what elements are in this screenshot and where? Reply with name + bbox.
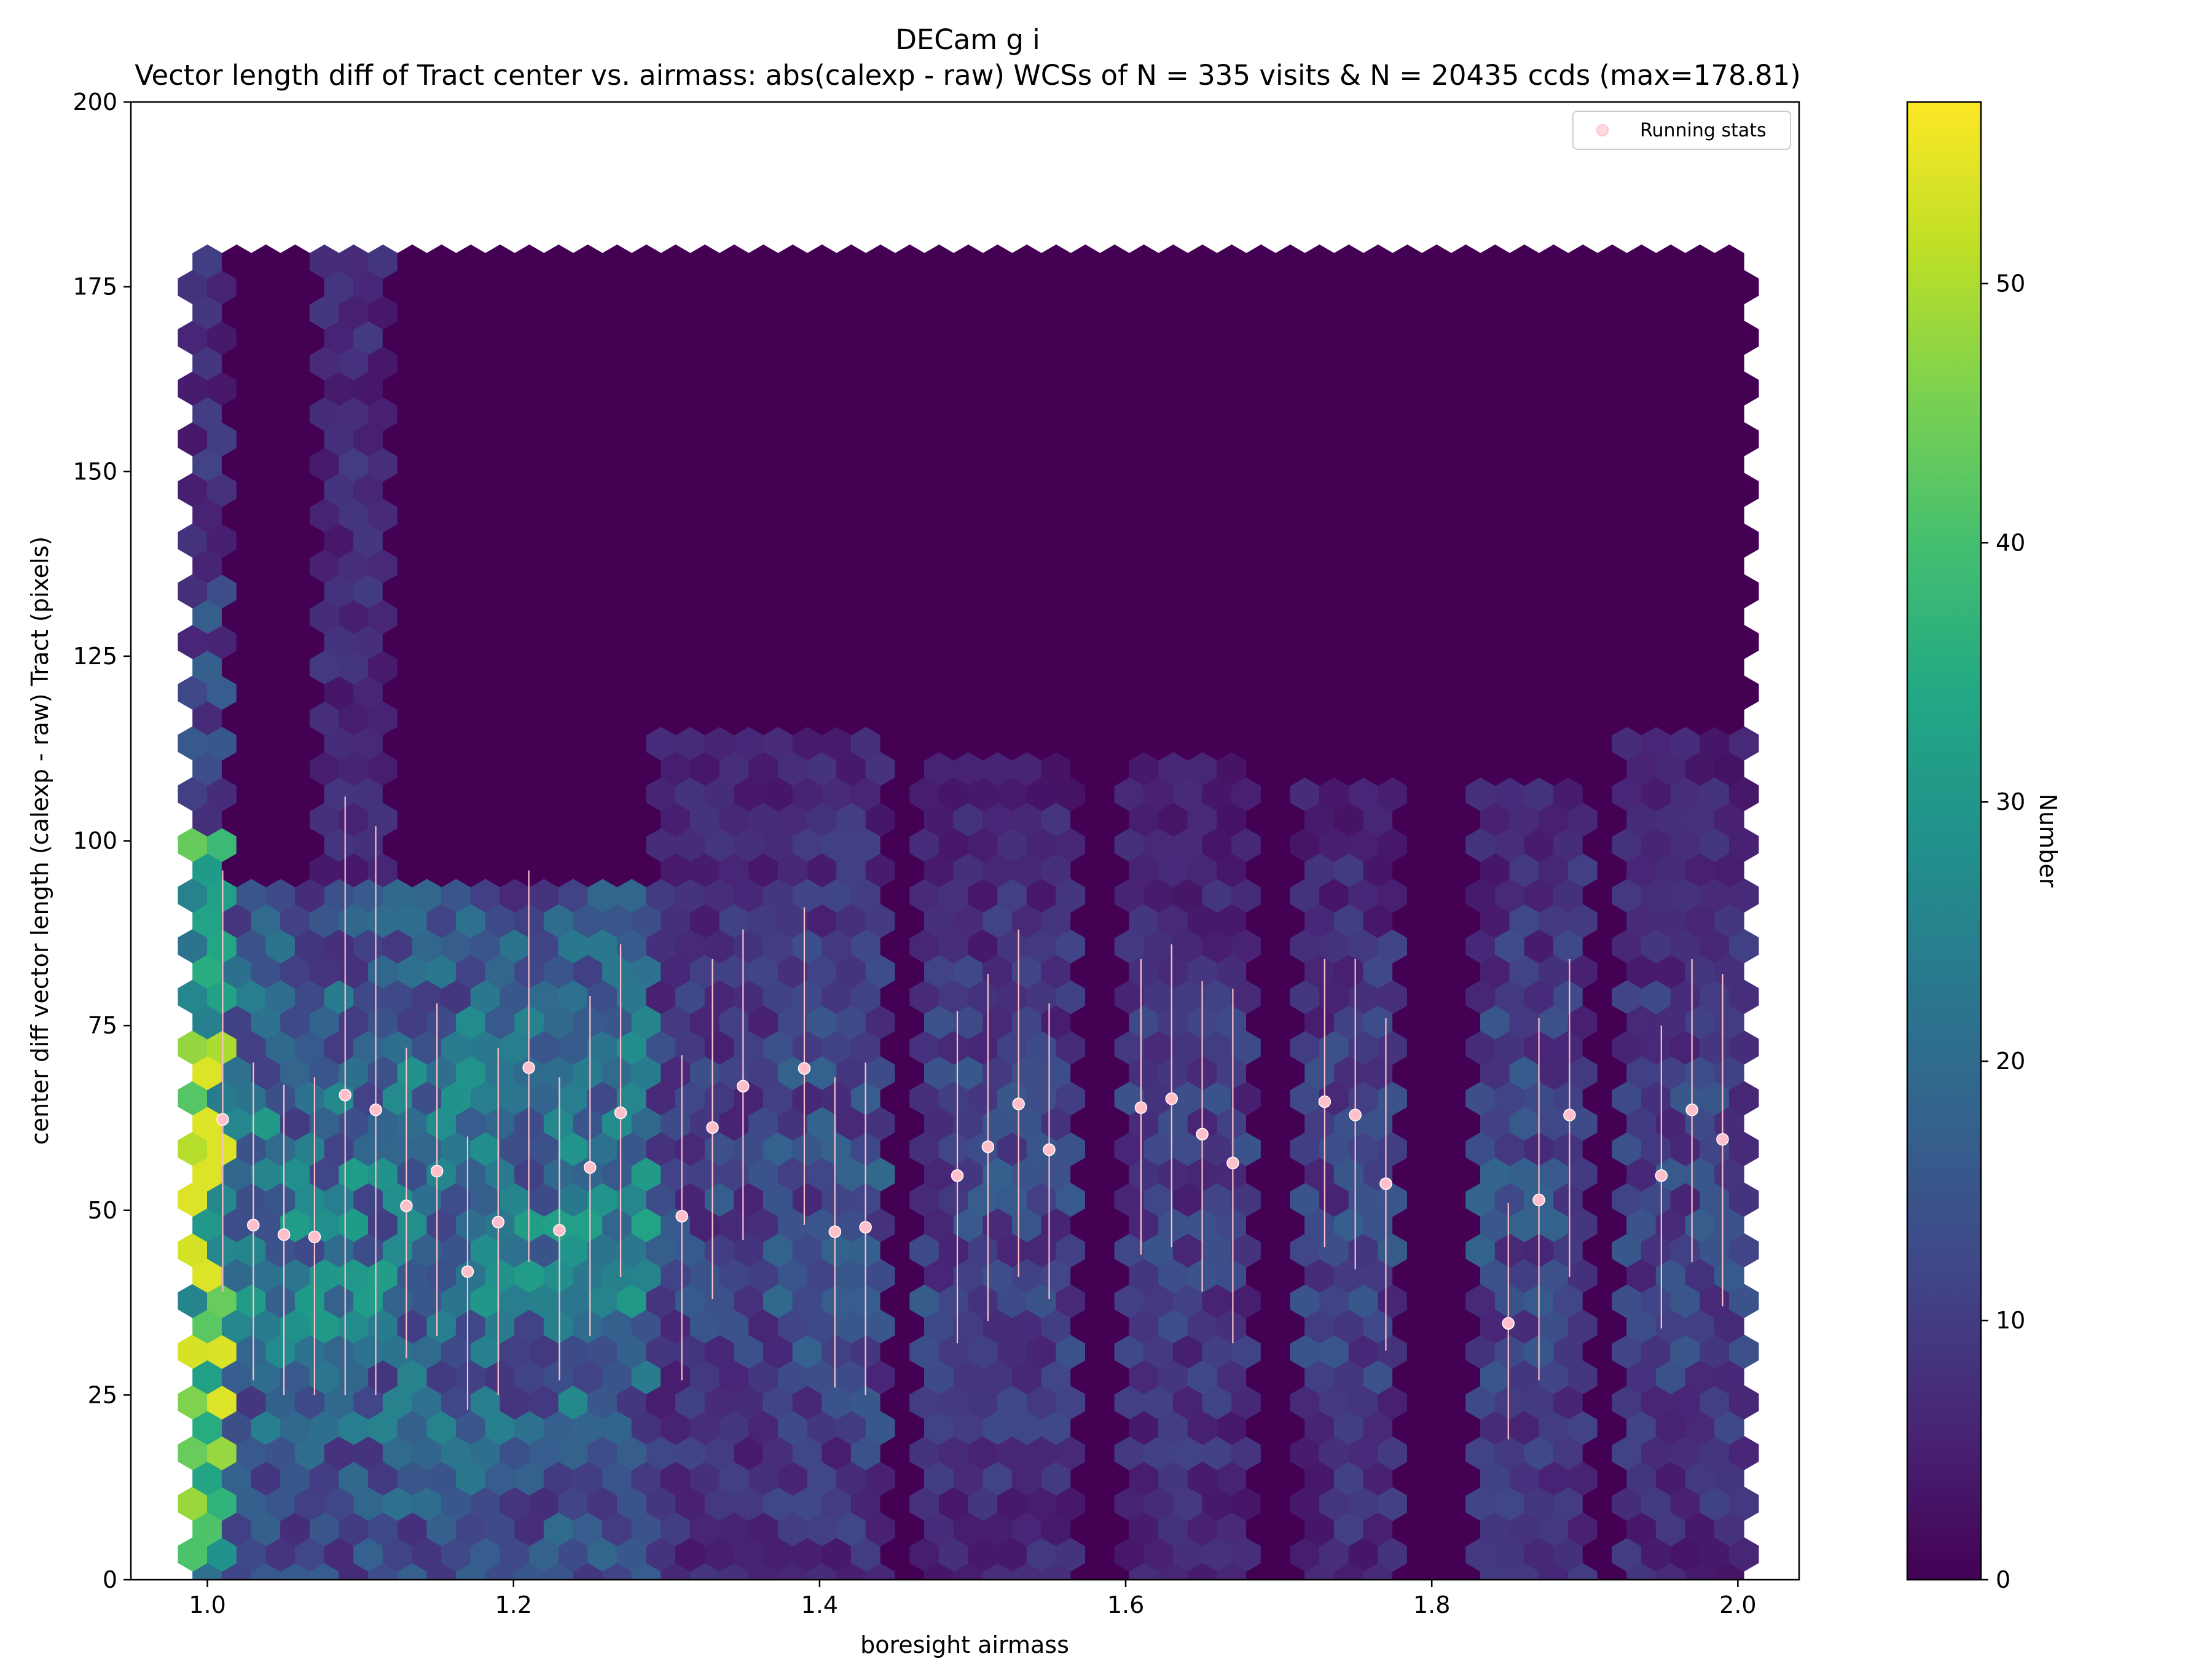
running-stat-point (1226, 1156, 1239, 1170)
colorbar-gradient (1906, 101, 1982, 1581)
running-stat-point (981, 1140, 995, 1153)
running-stat-point (308, 1230, 321, 1244)
running-stat-point (1685, 1103, 1698, 1116)
running-stat-point (1379, 1177, 1392, 1190)
running-stat-point (277, 1228, 291, 1241)
colorbar-label: Number (2034, 794, 2061, 888)
running-stat-point (828, 1225, 842, 1238)
running-stat-point (951, 1169, 964, 1182)
running-stat-point (430, 1164, 444, 1178)
running-stat-point (737, 1080, 750, 1092)
running-stat-point (1134, 1101, 1148, 1114)
running-stat-point (1043, 1143, 1056, 1156)
y-axis-label: center diff vector length (calexp - raw)… (26, 536, 53, 1145)
x-tick-label: 1.8 (1413, 1591, 1450, 1618)
running-stat-point (492, 1215, 505, 1229)
colorbar-tick-label: 30 (1996, 788, 2025, 815)
colorbar-tick-label: 40 (1996, 529, 2025, 556)
hex-cell (1714, 244, 1744, 280)
y-tick-label: 100 (73, 828, 117, 855)
running-stat-point (216, 1113, 229, 1126)
running-stat-point (675, 1210, 688, 1223)
running-stat-point (369, 1103, 382, 1116)
x-tick-label: 1.6 (1107, 1591, 1144, 1618)
running-stat-point (461, 1265, 474, 1278)
running-stat-point (859, 1221, 872, 1234)
colorbar-tick-label: 20 (1996, 1048, 2025, 1075)
legend-marker (1596, 124, 1609, 136)
y-tick-label: 50 (88, 1197, 117, 1224)
running-stat-point (1196, 1128, 1209, 1141)
running-stat-point (1716, 1133, 1729, 1146)
running-stat-point (614, 1106, 627, 1120)
x-axis-label: boresight airmass (860, 1631, 1069, 1658)
running-stat-point (1655, 1169, 1668, 1182)
running-stat-point (1012, 1097, 1025, 1110)
x-tick-label: 1.2 (495, 1591, 531, 1618)
colorbar-tick-label: 10 (1996, 1307, 2025, 1334)
y-tick-label: 150 (73, 458, 117, 485)
hexbin-cells (178, 244, 1759, 1580)
y-tick-label: 75 (88, 1012, 117, 1039)
y-axis-ticks: 0 25 50 75 100 125 150 175 200 (73, 88, 131, 1593)
running-stat-point (400, 1199, 413, 1212)
running-stat-point (522, 1061, 535, 1074)
colorbar-ticks: 0 10 20 30 40 50 (1981, 270, 2025, 1593)
running-stat-point (798, 1062, 811, 1075)
running-stat-point (583, 1161, 597, 1174)
running-stat-point (247, 1218, 260, 1232)
y-tick-label: 25 (88, 1381, 117, 1408)
colorbar-tick-label: 50 (1996, 270, 2025, 297)
colorbar: 0 10 20 30 40 50 Number (1906, 101, 2061, 1593)
legend: Running stats (1572, 111, 1791, 150)
running-stat-point (706, 1121, 719, 1134)
running-stat-point (1563, 1108, 1576, 1121)
y-tick-label: 0 (103, 1566, 117, 1593)
running-stat-point (1165, 1092, 1179, 1105)
chart-title: DECam g i (895, 23, 1040, 56)
running-stat-point (553, 1223, 566, 1237)
y-tick-label: 200 (73, 88, 117, 116)
x-tick-label: 1.4 (801, 1591, 838, 1618)
x-axis-ticks: 1.0 1.2 1.4 1.6 1.8 2.0 (189, 1580, 1757, 1618)
running-stat-point (1318, 1095, 1332, 1108)
running-stat-point (339, 1088, 351, 1102)
legend-label: Running stats (1640, 120, 1767, 141)
running-stat-point (1532, 1193, 1545, 1207)
running-stat-point (1349, 1108, 1362, 1121)
chart-subtitle: Vector length diff of Tract center vs. a… (135, 59, 1801, 92)
running-stat-point (1502, 1317, 1515, 1330)
y-tick-label: 125 (73, 643, 117, 670)
x-tick-label: 2.0 (1719, 1591, 1756, 1618)
y-tick-label: 175 (73, 273, 117, 300)
legend-frame (1572, 111, 1791, 150)
colorbar-tick-label: 0 (1996, 1566, 2010, 1593)
x-tick-label: 1.0 (189, 1591, 226, 1618)
running-stats-points (216, 1061, 1729, 1330)
